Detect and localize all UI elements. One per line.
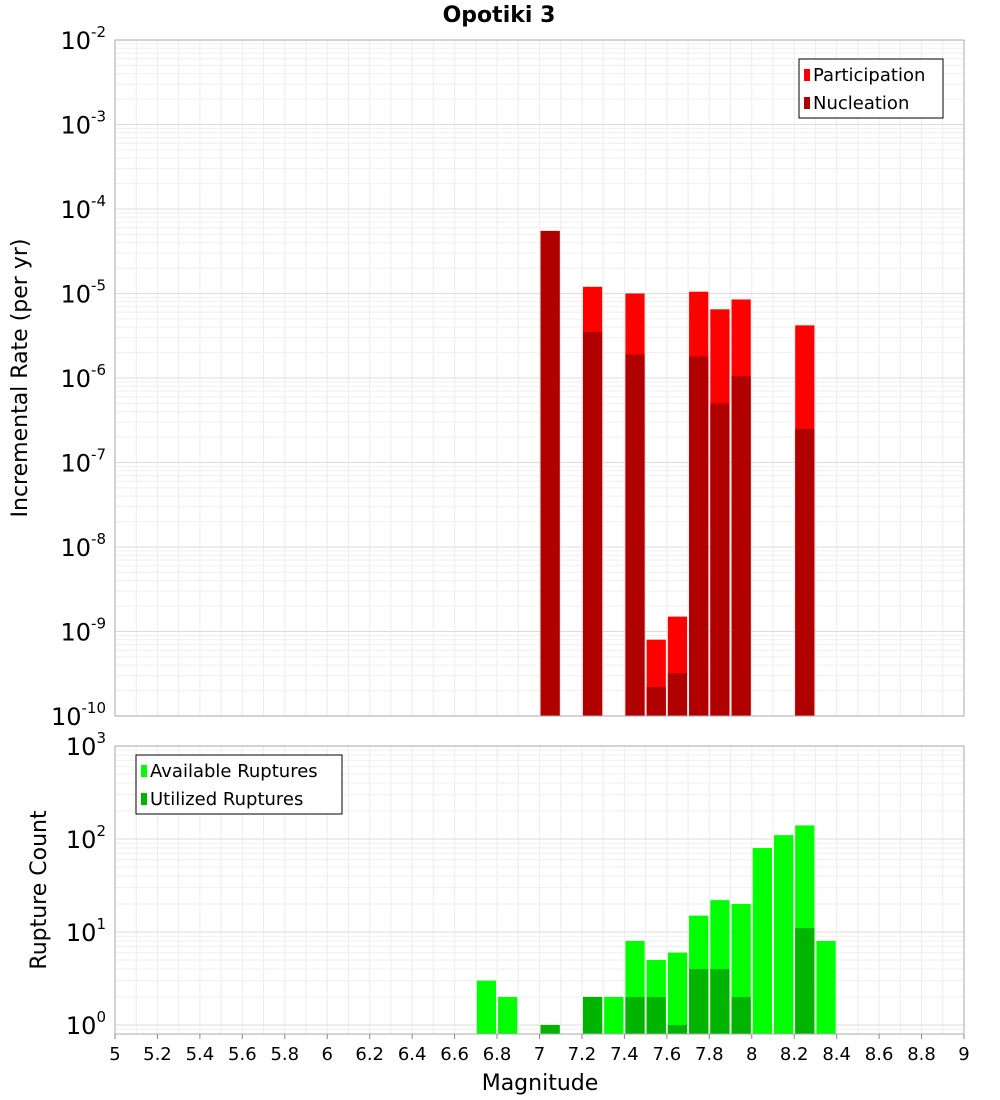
bottom-y-tick-label: 100 <box>66 1008 106 1040</box>
bottom-y-tick-label: 102 <box>66 822 106 854</box>
legend-swatch <box>141 765 147 777</box>
top-y-tick-label: 10-9 <box>60 615 106 647</box>
x-tick-label: 5.4 <box>186 1044 215 1065</box>
x-tick-label: 6.8 <box>483 1044 512 1065</box>
x-tick-label: 5.6 <box>228 1044 257 1065</box>
bottom-bars <box>476 825 836 1034</box>
bottom-y-tick-label: 101 <box>66 915 106 947</box>
top-plot-border <box>114 39 965 717</box>
x-tick-label: 5 <box>109 1044 120 1065</box>
x-tick-label: 7.6 <box>653 1044 682 1065</box>
x-tick-label: 8.2 <box>780 1044 809 1065</box>
bottom-bar-available-ruptures <box>604 996 624 1034</box>
top-y-tick-label: 10-10 <box>51 699 106 731</box>
x-tick-label: 6.6 <box>440 1044 469 1065</box>
x-tick-label: 8.6 <box>865 1044 894 1065</box>
legend-swatch <box>804 97 810 109</box>
top-y-tick-label: 10-2 <box>60 23 106 55</box>
legend-box <box>135 754 343 815</box>
top-bar-nucleation <box>667 673 688 716</box>
bottom-bar-available-ruptures <box>667 952 688 1034</box>
bottom-bar-available-ruptures <box>752 848 772 1034</box>
legend-swatch <box>804 69 810 81</box>
bottom-bar-utilized-ruptures <box>540 1024 560 1034</box>
top-bar-nucleation <box>731 376 751 716</box>
top-y-tick-label: 10-3 <box>60 108 106 140</box>
top-bars <box>540 230 815 717</box>
top-gridlines <box>115 40 964 716</box>
x-tick-label: 7.4 <box>610 1044 639 1065</box>
x-tick-label: 6.4 <box>398 1044 427 1065</box>
x-tick-label: 7 <box>534 1044 545 1065</box>
bottom-bar-utilized-ruptures <box>646 996 666 1034</box>
top-bar-nucleation <box>689 356 709 716</box>
bottom-bar-available-ruptures <box>498 996 518 1034</box>
top-bar-nucleation <box>582 332 603 716</box>
bottom-bar-available-ruptures <box>816 941 836 1034</box>
bottom-bar-utilized-ruptures <box>731 996 751 1034</box>
top-panel: 10-10 10-9 10-8 10-7 10-6 10-5 10-4 10-3 10-2 In… <box>8 23 965 731</box>
x-tick-label: 9 <box>958 1044 969 1065</box>
x-tick-labels: 5 5.2 5.4 5.6 5.8 6 6.2 6.4 6.6 6.8 7 7.2 7.4 7.6 7.8 8… <box>109 1034 970 1065</box>
x-tick-label: 5.8 <box>270 1044 299 1065</box>
x-axis-label: Magnitude <box>482 1071 599 1096</box>
x-tick-label: 6.2 <box>355 1044 384 1065</box>
top-y-tick-label: 10-5 <box>60 277 106 309</box>
legend-box <box>798 58 944 119</box>
bottom-y-tick-label: 103 <box>66 729 106 761</box>
top-y-tick-label: 10-4 <box>60 192 106 224</box>
x-tick-label: 6 <box>322 1044 333 1065</box>
legend-label: Available Ruptures <box>150 761 318 782</box>
bottom-bar-utilized-ruptures <box>710 968 730 1034</box>
x-tick-label: 7.2 <box>568 1044 597 1065</box>
legend-label: Participation <box>813 65 925 86</box>
bottom-legend: Available Ruptures Utilized Ruptures <box>135 754 343 815</box>
bottom-bar-available-ruptures <box>773 835 794 1034</box>
bottom-bar-utilized-ruptures <box>795 928 815 1034</box>
bottom-y-axis-label: Rupture Count <box>27 810 52 970</box>
bottom-bar-utilized-ruptures <box>689 968 709 1034</box>
x-tick-label: 8.8 <box>907 1044 936 1065</box>
top-bar-nucleation <box>625 354 645 716</box>
bottom-bar-available-ruptures <box>476 980 497 1034</box>
legend-swatch <box>141 793 147 805</box>
top-y-axis-label: Incremental Rate (per yr) <box>8 239 33 518</box>
top-y-tick-label: 10-8 <box>60 530 106 562</box>
x-tick-label: 8 <box>746 1044 757 1065</box>
top-y-tick-label: 10-6 <box>60 361 106 393</box>
legend-label: Utilized Ruptures <box>150 789 303 810</box>
bottom-y-tick-labels: 100 101 102 103 <box>66 729 106 1040</box>
x-tick-label: 8.4 <box>822 1044 851 1065</box>
bottom-panel: 100 101 102 103 5 5.2 5.4 5.6 5.8 6 6.2 6.4 6.6 6.8 7… <box>27 729 970 1096</box>
top-bar-nucleation <box>795 428 815 716</box>
top-y-tick-labels: 10-10 10-9 10-8 10-7 10-6 10-5 10-4 10-3 10-2 <box>51 23 106 731</box>
x-tick-label: 5.2 <box>143 1044 172 1065</box>
top-bar-nucleation <box>540 230 560 717</box>
top-bar-nucleation <box>646 687 666 716</box>
top-y-tick-label: 10-7 <box>60 446 106 478</box>
bottom-bar-utilized-ruptures <box>667 1024 688 1034</box>
top-bar-nucleation <box>710 403 730 716</box>
x-tick-label: 7.8 <box>695 1044 724 1065</box>
bottom-bar-utilized-ruptures <box>625 996 645 1034</box>
chart-title: Opotiki 3 <box>443 3 556 28</box>
top-legend: Participation Nucleation <box>798 58 944 119</box>
legend-label: Nucleation <box>813 93 909 114</box>
bottom-bar-utilized-ruptures <box>582 996 603 1034</box>
